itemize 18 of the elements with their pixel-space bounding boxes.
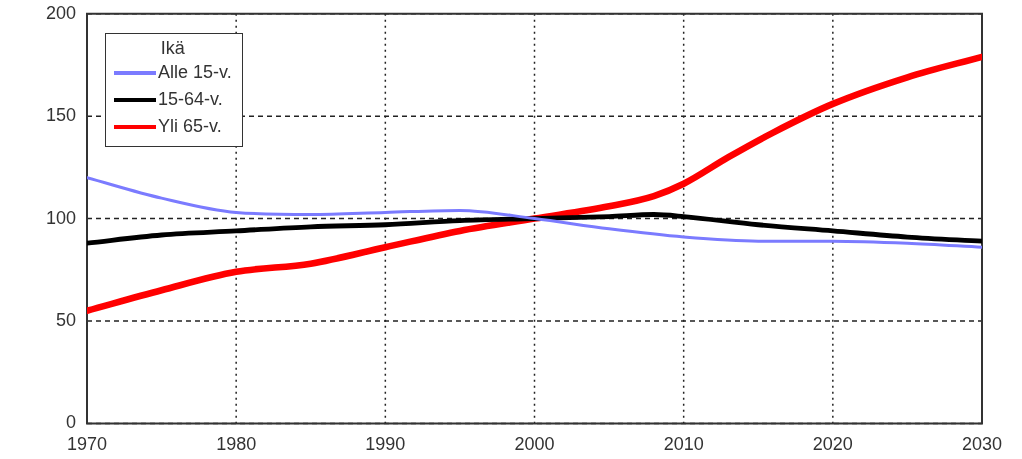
y-tick-label: 200 bbox=[45, 2, 76, 23]
legend-label: Yli 65-v. bbox=[158, 115, 222, 138]
line-series bbox=[87, 212, 982, 246]
y-tick-label: 100 bbox=[45, 207, 76, 228]
line-series bbox=[87, 176, 982, 249]
y-tick-label: 0 bbox=[65, 412, 76, 433]
x-tick-label: 1970 bbox=[66, 434, 108, 455]
x-tick-label: 1990 bbox=[365, 434, 406, 455]
y-tick-label: 50 bbox=[55, 309, 76, 330]
x-tick-label: 2010 bbox=[663, 434, 704, 455]
x-tick-label: 2030 bbox=[961, 434, 1003, 455]
x-tick-label: 2000 bbox=[514, 434, 555, 455]
legend-label: Alle 15-v. bbox=[158, 61, 232, 84]
x-tick-label: 2020 bbox=[812, 434, 853, 455]
legend-title: Ikä bbox=[159, 38, 186, 59]
y-tick-label: 150 bbox=[45, 105, 76, 126]
legend-label: 15-64-v. bbox=[158, 88, 223, 111]
x-tick-label: 1980 bbox=[216, 434, 257, 455]
